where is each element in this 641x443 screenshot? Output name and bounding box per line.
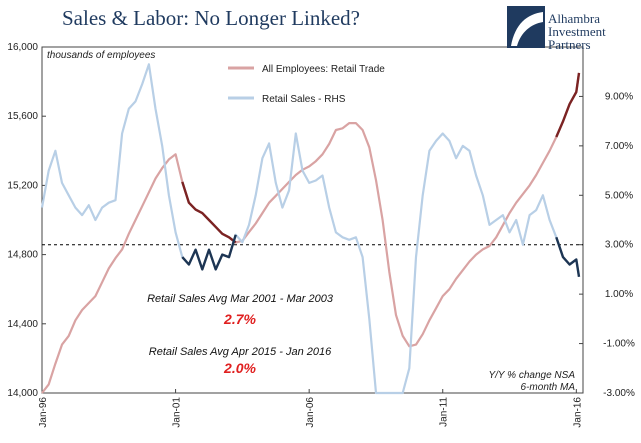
right-axis: -3.00% -1.00% 1.00% 3.00% 5.00% 7.00% 9.00% [579, 91, 635, 399]
series-highlight-retail-trade-0 [181, 181, 237, 244]
series-highlight-retail-sales-1 [555, 236, 581, 277]
legend-label-retail-sales: Retail Sales - RHS [262, 94, 346, 105]
legend-label-retail-trade: All Employees: Retail Trade [262, 64, 385, 75]
x-tick-label: Jan-01 [172, 397, 183, 428]
logo-line-3: Partners [548, 37, 591, 52]
series-group [40, 63, 581, 395]
left-tick-label: 14,800 [7, 250, 38, 261]
legend: All Employees: Retail Trade Retail Sales… [228, 64, 385, 105]
annotations: Retail Sales Avg Mar 2001 - Mar 2003 2.7… [147, 293, 334, 376]
right-tick-label: -1.00% [603, 339, 635, 350]
right-tick-label: 1.00% [605, 289, 633, 300]
left-tick-label: 14,400 [7, 319, 38, 330]
left-axis-label: thousands of employees [47, 50, 155, 61]
right-tick-label: 9.00% [605, 91, 633, 102]
right-tick-label: 7.00% [605, 141, 633, 152]
x-tick-label: Jan-06 [305, 397, 316, 428]
left-tick-label: 16,000 [7, 42, 38, 53]
annotation-text-2015: Retail Sales Avg Apr 2015 - Jan 2016 [149, 346, 332, 358]
annotation-value-2015: 2.0% [223, 360, 256, 376]
x-axis: Jan-96 Jan-01 Jan-06 Jan-11 Jan-16 [38, 389, 583, 428]
annotation-value-2001: 2.7% [223, 311, 256, 327]
right-tick-label: 3.00% [605, 240, 633, 251]
plot-frame [41, 46, 584, 394]
right-tick-label: 5.00% [605, 190, 633, 201]
right-axis-label-line2: 6-month MA [521, 382, 576, 393]
series-highlight-retail-sales-0 [181, 234, 237, 271]
alhambra-arc-logo-icon [507, 6, 545, 48]
left-axis: 14,000 14,400 14,800 15,200 15,600 16,000 [7, 42, 46, 399]
x-tick-label: Jan-11 [439, 397, 450, 427]
chart-title: Sales & Labor: No Longer Linked? [62, 6, 360, 30]
x-tick-label: Jan-16 [572, 397, 583, 428]
series-line-retail-trade [41, 72, 581, 394]
left-tick-label: 14,000 [7, 388, 38, 399]
x-tick-label: Jan-96 [38, 397, 49, 428]
logo-line-2: Investment [548, 24, 606, 39]
right-axis-label-line1: Y/Y % change NSA [488, 370, 575, 381]
series-line-retail-sales [40, 63, 581, 395]
logo-line-1: Alhambra [548, 11, 600, 26]
annotation-text-2001: Retail Sales Avg Mar 2001 - Mar 2003 [147, 293, 334, 305]
series-highlight-retail-trade-1 [555, 72, 581, 138]
left-tick-label: 15,600 [7, 111, 38, 122]
left-tick-label: 15,200 [7, 180, 38, 191]
right-tick-label: -3.00% [603, 388, 635, 399]
logo-text: Alhambra Investment Partners [548, 12, 606, 51]
